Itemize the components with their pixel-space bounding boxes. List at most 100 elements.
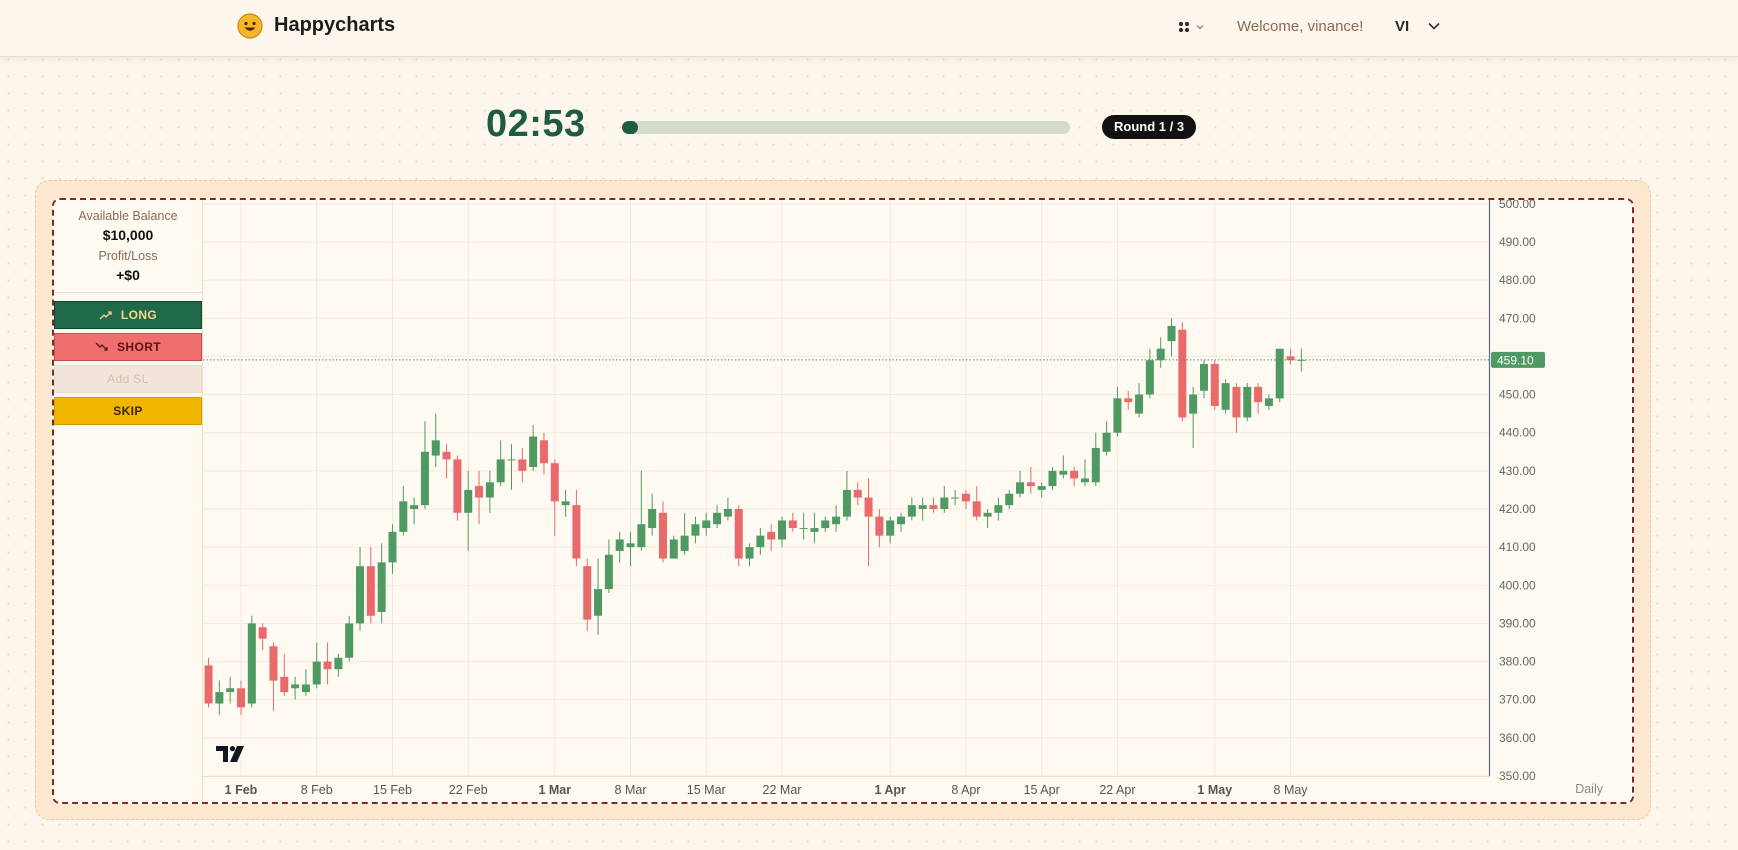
candle-body	[702, 520, 711, 529]
candle-body	[226, 688, 235, 693]
candle-body	[496, 459, 505, 483]
apps-menu-button[interactable]	[1178, 17, 1212, 37]
candle-body	[399, 501, 408, 532]
candle-body	[366, 566, 375, 616]
time-tick-label: 22 Mar	[763, 783, 802, 797]
short-button-label: SHORT	[117, 340, 161, 354]
candle-body	[615, 539, 624, 551]
candle-body	[1286, 356, 1295, 361]
candle-body	[1070, 470, 1079, 479]
candle-body	[539, 440, 548, 464]
price-tick-label: 410.00	[1499, 540, 1536, 554]
chart-panel: Available Balance $10,000 Profit/Loss +$…	[52, 198, 1634, 804]
candle-body	[1254, 386, 1263, 403]
candle-body	[853, 489, 862, 498]
candle-body	[832, 516, 841, 525]
candlestick-chart[interactable]: 350.00 360.00 370.00 380.00 390.00 400.00 410.…	[203, 200, 1632, 802]
price-tick-label: 420.00	[1499, 502, 1536, 516]
long-button-label: LONG	[120, 308, 158, 322]
price-tick-label: 400.00	[1499, 578, 1536, 592]
candle-body	[1080, 478, 1089, 483]
time-tick-label: 1 Feb	[225, 783, 258, 797]
candle-body	[1135, 394, 1144, 414]
candle-body	[518, 459, 527, 471]
candle-body	[550, 463, 559, 502]
tradingview-logo-icon[interactable]	[216, 746, 246, 762]
welcome-text: Welcome, vinance!	[1237, 18, 1364, 35]
candle-body	[713, 512, 722, 525]
candle-body	[464, 489, 473, 513]
top-nav-bar: Happycharts Welcome, vinance! VI	[0, 0, 1738, 57]
candle-body	[1059, 470, 1068, 475]
candle-body	[658, 512, 667, 559]
time-tick-label: 1 Mar	[538, 783, 571, 797]
skip-button[interactable]: SKIP	[54, 397, 202, 425]
price-tick-label: 360.00	[1499, 731, 1536, 745]
skip-button-label: SKIP	[113, 404, 143, 418]
candle-body	[778, 520, 786, 540]
sidebar-divider	[54, 292, 202, 293]
price-tick-label: 450.00	[1499, 388, 1536, 402]
candle-body	[377, 562, 386, 612]
time-tick-label: 1 May	[1197, 783, 1232, 797]
candle-body	[723, 508, 732, 517]
candle-body	[561, 501, 570, 506]
balance-label: Available Balance	[78, 209, 178, 223]
round-badge: Round 1 / 3	[1102, 115, 1197, 139]
candle-body	[1037, 486, 1046, 490]
price-tick-label: 480.00	[1499, 273, 1536, 287]
candle-body	[1199, 364, 1208, 391]
user-avatar-initials[interactable]: VI	[1395, 18, 1410, 35]
candle-body	[767, 531, 776, 540]
brand-name[interactable]: Happycharts	[274, 14, 396, 36]
candle-body	[291, 684, 300, 689]
candle-body	[1232, 386, 1241, 418]
candle-body	[345, 623, 354, 658]
candle-body	[680, 535, 689, 551]
candle-body	[842, 489, 851, 517]
round-progress-fill	[622, 121, 638, 134]
candle-body	[334, 657, 343, 670]
time-tick-label: 22 Feb	[449, 783, 488, 797]
time-tick-label: 8 May	[1274, 783, 1309, 797]
candle-body	[1102, 432, 1111, 452]
price-tick-label: 470.00	[1499, 311, 1536, 325]
candle-body	[529, 436, 538, 468]
add-stop-loss-button[interactable]: Add SL	[54, 365, 202, 393]
candle-body	[637, 524, 646, 548]
chevron-down-icon	[1196, 25, 1204, 30]
candle-body	[1091, 447, 1100, 483]
candle-body	[1156, 348, 1165, 361]
long-button[interactable]: LONG	[54, 301, 202, 329]
candle-body	[1113, 398, 1122, 433]
candle-body	[431, 440, 440, 456]
candle-body	[972, 501, 981, 517]
countdown-timer: 02:53	[486, 103, 586, 145]
balance-value: $10,000	[102, 227, 154, 243]
candle-body	[886, 520, 895, 536]
candle-body	[1145, 360, 1154, 395]
trade-sidebar: Available Balance $10,000 Profit/Loss +$…	[54, 200, 203, 802]
candle-body	[507, 459, 516, 461]
user-menu-chevron-icon[interactable]	[1426, 18, 1442, 34]
pnl-label: Profit/Loss	[98, 249, 158, 263]
short-button[interactable]: SHORT	[54, 333, 202, 361]
candle-body	[691, 524, 700, 536]
candle-body	[1005, 493, 1014, 506]
candle-body	[1210, 364, 1219, 406]
candle-body	[1297, 359, 1306, 361]
candle-body	[204, 665, 213, 704]
candle-body	[1275, 348, 1284, 399]
time-tick-label: 8 Feb	[301, 783, 333, 797]
time-tick-label: 15 Mar	[687, 783, 726, 797]
price-axis-background	[1489, 200, 1632, 802]
candle-body	[788, 520, 797, 529]
candle-body	[669, 539, 678, 559]
candle-body	[485, 482, 494, 498]
candle-body	[1167, 325, 1176, 342]
candle-body	[237, 688, 245, 708]
candle-body	[572, 505, 581, 559]
candle-body	[918, 505, 927, 509]
candle-body	[1189, 394, 1198, 414]
price-tick-label: 500.00	[1499, 200, 1536, 211]
